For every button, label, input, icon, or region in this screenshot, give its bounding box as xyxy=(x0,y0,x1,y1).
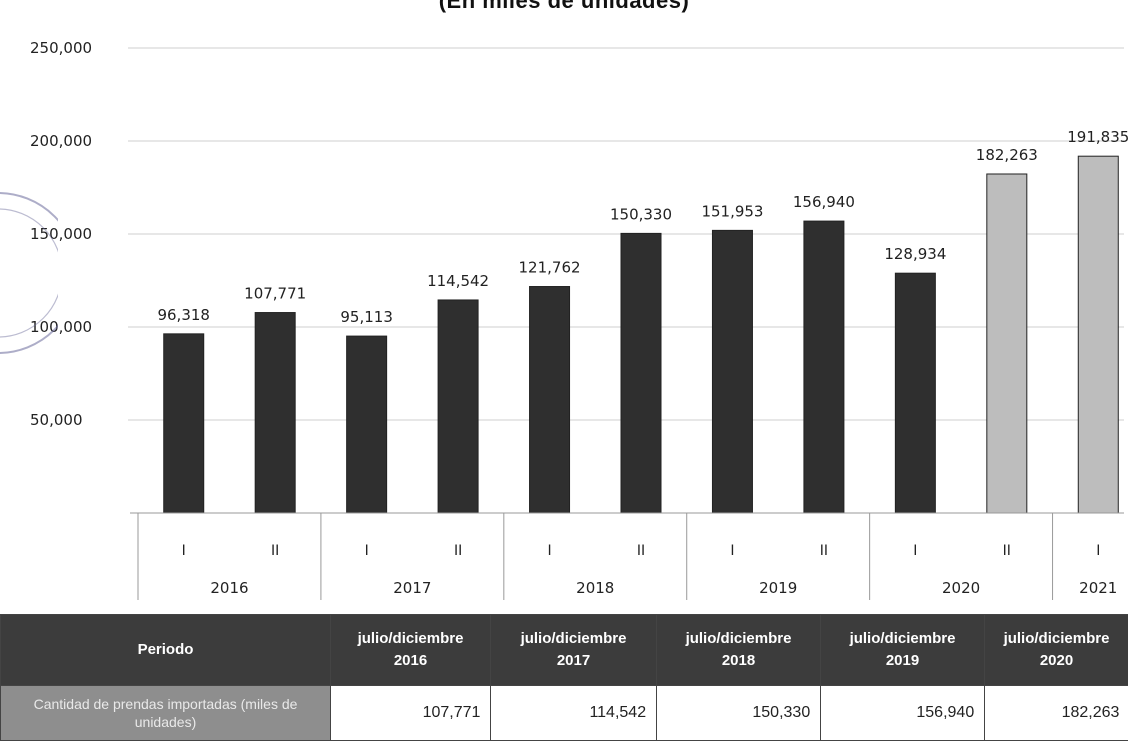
value-cell: 182,263 xyxy=(985,686,1128,741)
bar-2019-I xyxy=(712,230,752,513)
x-half-label: II xyxy=(454,543,462,559)
data-label: 95,113 xyxy=(340,308,393,326)
x-year-label: 2017 xyxy=(393,579,431,597)
period-header: Periodo xyxy=(1,615,331,686)
x-year-label: 2020 xyxy=(942,579,980,597)
x-year-label: 2016 xyxy=(210,579,248,597)
bar-2018-I xyxy=(530,287,570,513)
period-cell: julio/diciembre 2017 xyxy=(491,615,657,686)
data-label: 156,940 xyxy=(793,193,855,211)
period-line2: 2018 xyxy=(722,652,755,669)
x-half-label: I xyxy=(1096,543,1100,559)
y-tick-label: 200,000 xyxy=(30,132,92,150)
period-cell: julio/diciembre 2019 xyxy=(821,615,985,686)
period-line1: julio/diciembre xyxy=(521,630,627,647)
data-label: 151,953 xyxy=(701,202,763,220)
bar-2016-I xyxy=(164,334,204,513)
x-year-label: 2021 xyxy=(1079,579,1117,597)
row-label: Cantidad de prendas importadas (miles de… xyxy=(1,686,331,741)
data-label: 121,762 xyxy=(519,259,581,277)
period-line2: 2020 xyxy=(1040,652,1073,669)
period-cell: julio/diciembre 2016 xyxy=(331,615,491,686)
y-tick-label: 50,000 xyxy=(30,411,83,429)
x-half-label: I xyxy=(365,543,369,559)
summary-table: Periodo julio/diciembre 2016 julio/diciem… xyxy=(0,614,1128,741)
data-label: 182,263 xyxy=(976,146,1038,164)
bar-2020-I xyxy=(895,273,935,513)
data-label: 128,934 xyxy=(884,245,946,263)
bar-2021-I xyxy=(1078,156,1118,513)
period-line1: julio/diciembre xyxy=(686,630,792,647)
x-half-label: II xyxy=(271,543,279,559)
x-half-label: II xyxy=(820,543,828,559)
bar-2020-II xyxy=(987,174,1027,513)
x-half-label: I xyxy=(182,543,186,559)
period-cell: julio/diciembre 2020 xyxy=(985,615,1128,686)
period-line2: 2017 xyxy=(557,652,590,669)
x-year-label: 2019 xyxy=(759,579,797,597)
period-line1: julio/diciembre xyxy=(1004,630,1110,647)
x-half-label: I xyxy=(730,543,734,559)
x-half-label: I xyxy=(547,543,551,559)
bar-2019-II xyxy=(804,221,844,513)
period-line1: julio/diciembre xyxy=(850,630,956,647)
period-line2: 2019 xyxy=(886,652,919,669)
data-label: 150,330 xyxy=(610,205,672,223)
table-row: Cantidad de prendas importadas (miles de… xyxy=(1,686,1128,741)
bar-2018-II xyxy=(621,233,661,513)
period-line2: 2016 xyxy=(394,652,427,669)
value-cell: 156,940 xyxy=(821,686,985,741)
stamp-seal-icon xyxy=(0,168,58,378)
bar-2016-II xyxy=(255,313,295,513)
data-label: 114,542 xyxy=(427,272,489,290)
table-header-row: Periodo julio/diciembre 2016 julio/diciem… xyxy=(1,615,1128,686)
data-label: 107,771 xyxy=(244,285,306,303)
value-cell: 114,542 xyxy=(491,686,657,741)
value-cell: 107,771 xyxy=(331,686,491,741)
x-half-label: II xyxy=(637,543,645,559)
x-half-label: II xyxy=(1003,543,1011,559)
y-tick-label: 250,000 xyxy=(30,39,92,57)
period-cell: julio/diciembre 2018 xyxy=(657,615,821,686)
x-year-label: 2018 xyxy=(576,579,614,597)
value-cell: 150,330 xyxy=(657,686,821,741)
x-half-label: I xyxy=(913,543,917,559)
bar-2017-I xyxy=(347,336,387,513)
data-label: 96,318 xyxy=(157,306,210,324)
bar-2017-II xyxy=(438,300,478,513)
period-line1: julio/diciembre xyxy=(358,630,464,647)
data-label: 191,835 xyxy=(1067,128,1128,146)
